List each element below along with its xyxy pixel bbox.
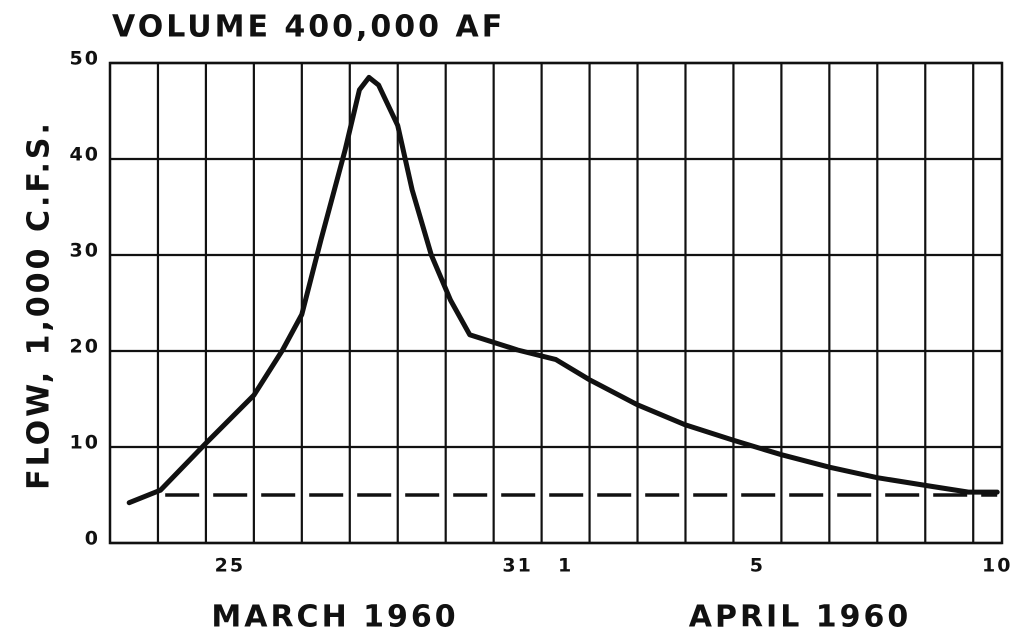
y-tick-label: 10 <box>70 432 100 454</box>
x-tick-label: 5 <box>750 555 765 577</box>
y-tick-label: 30 <box>70 240 100 262</box>
x-tick-label: 1 <box>558 555 573 577</box>
x-tick-label: 31 <box>502 555 532 577</box>
y-tick-label: 50 <box>70 48 100 70</box>
flow-line <box>126 74 1000 506</box>
y-tick-label: 40 <box>70 144 100 166</box>
x-tick-label: 25 <box>215 555 245 577</box>
month-label: APRIL 1960 <box>689 600 912 635</box>
x-tick-label: 10 <box>982 555 1012 577</box>
chart-title: VOLUME 400,000 AF <box>112 10 505 45</box>
month-label: MARCH 1960 <box>211 600 458 635</box>
y-tick-label: 20 <box>70 336 100 358</box>
y-tick-label: 0 <box>85 528 100 550</box>
y-axis-label: FLOW, 1,000 C.F.S. <box>22 120 57 490</box>
plot-frame <box>108 61 1004 545</box>
